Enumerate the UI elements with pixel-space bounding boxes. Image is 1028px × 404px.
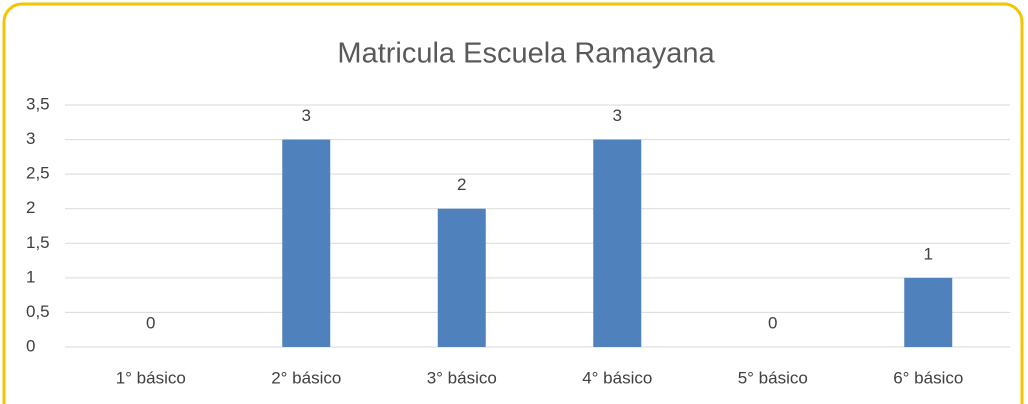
data-label: 3 bbox=[302, 106, 311, 125]
y-tick-label: 3 bbox=[26, 129, 35, 148]
bar bbox=[593, 139, 642, 347]
x-tick-label: 1° básico bbox=[116, 368, 186, 387]
data-label: 1 bbox=[924, 244, 933, 263]
y-tick-label: 1,5 bbox=[26, 233, 50, 252]
x-tick-label: 4° básico bbox=[582, 368, 652, 387]
y-tick-label: 1 bbox=[26, 267, 35, 286]
data-label: 3 bbox=[613, 106, 622, 125]
y-tick-label: 2 bbox=[26, 198, 35, 217]
bar bbox=[904, 277, 953, 347]
chart-title: Matricula Escuela Ramayana bbox=[337, 38, 715, 70]
x-tick-label: 5° básico bbox=[738, 368, 808, 387]
y-tick-label: 3,5 bbox=[26, 94, 50, 113]
x-tick-label: 6° básico bbox=[893, 368, 963, 387]
y-tick-label: 0 bbox=[26, 336, 35, 355]
y-tick-label: 2,5 bbox=[26, 164, 50, 183]
bar bbox=[282, 139, 331, 347]
data-label: 0 bbox=[768, 313, 777, 332]
y-tick-label: 0,5 bbox=[26, 302, 50, 321]
x-tick-label: 2° básico bbox=[271, 368, 341, 387]
data-label: 2 bbox=[457, 175, 466, 194]
data-label: 0 bbox=[146, 313, 155, 332]
bar bbox=[437, 208, 486, 347]
x-tick-label: 3° básico bbox=[427, 368, 497, 387]
